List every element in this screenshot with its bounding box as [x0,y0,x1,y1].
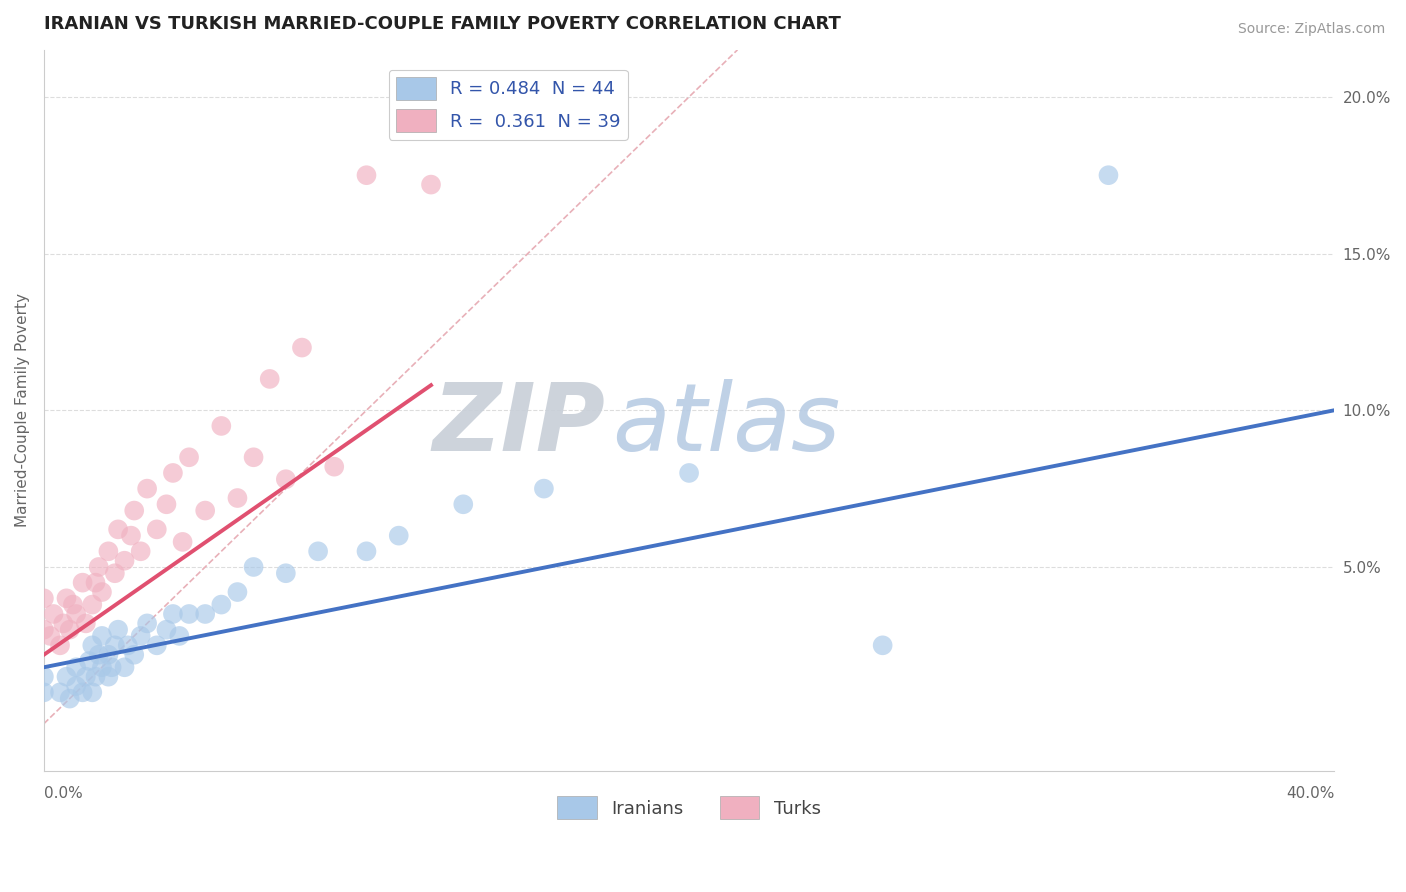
Point [59,623,82,637]
Point [91,660,114,674]
Point [39,629,62,643]
Text: ZIP: ZIP [432,379,605,471]
Point [291,341,314,355]
Point [84,670,107,684]
Point [162,466,184,480]
Point [82,598,104,612]
Point [136,616,159,631]
Y-axis label: Married-Couple Family Poverty: Married-Couple Family Poverty [15,293,30,527]
Point [451,497,474,511]
Text: IRANIAN VS TURKISH MARRIED-COUPLE FAMILY POVERTY CORRELATION CHART: IRANIAN VS TURKISH MARRIED-COUPLE FAMILY… [44,15,841,33]
Point [32,685,55,699]
Point [136,482,159,496]
Point [32,591,55,606]
Point [120,528,142,542]
Point [356,168,378,182]
Point [177,450,200,465]
Point [162,607,184,621]
Point [32,670,55,684]
Point [420,178,443,192]
Point [129,629,152,643]
Point [129,544,152,558]
Point [323,459,346,474]
Point [872,638,894,652]
Point [91,629,114,643]
Point [307,544,329,558]
Point [169,629,191,643]
Point [52,616,75,631]
Point [209,419,232,434]
Point [87,648,110,662]
Point [32,623,55,637]
Point [114,660,136,674]
Point [65,660,87,674]
Point [100,660,122,674]
Point [122,648,145,662]
Point [117,638,139,652]
Point [65,607,87,621]
Point [209,598,232,612]
Point [84,575,107,590]
Point [49,685,72,699]
Point [146,638,169,652]
Point [1097,168,1119,182]
Text: 0.0%: 0.0% [44,787,83,801]
Point [146,522,169,536]
Point [72,575,94,590]
Point [97,670,120,684]
Point [62,598,84,612]
Legend: Iranians, Turks: Iranians, Turks [550,789,828,827]
Text: 40.0%: 40.0% [1286,787,1334,801]
Point [122,503,145,517]
Point [91,585,114,599]
Point [274,566,297,581]
Point [242,560,264,574]
Point [226,585,249,599]
Point [259,372,281,386]
Point [533,482,555,496]
Point [72,685,94,699]
Point [82,638,104,652]
Point [59,691,82,706]
Text: atlas: atlas [612,379,839,470]
Point [82,685,104,699]
Point [55,591,77,606]
Point [274,472,297,486]
Text: Source: ZipAtlas.com: Source: ZipAtlas.com [1237,22,1385,37]
Point [678,466,700,480]
Point [177,607,200,621]
Point [104,638,127,652]
Point [194,607,217,621]
Point [388,528,411,542]
Point [97,544,120,558]
Point [104,566,127,581]
Point [55,670,77,684]
Point [194,503,217,517]
Point [226,491,249,505]
Point [75,616,97,631]
Point [77,654,100,668]
Point [242,450,264,465]
Point [114,554,136,568]
Point [42,607,65,621]
Point [155,497,177,511]
Point [97,648,120,662]
Point [172,535,194,549]
Point [75,670,97,684]
Point [155,623,177,637]
Point [107,623,129,637]
Point [65,679,87,693]
Point [107,522,129,536]
Point [49,638,72,652]
Point [356,544,378,558]
Point [87,560,110,574]
